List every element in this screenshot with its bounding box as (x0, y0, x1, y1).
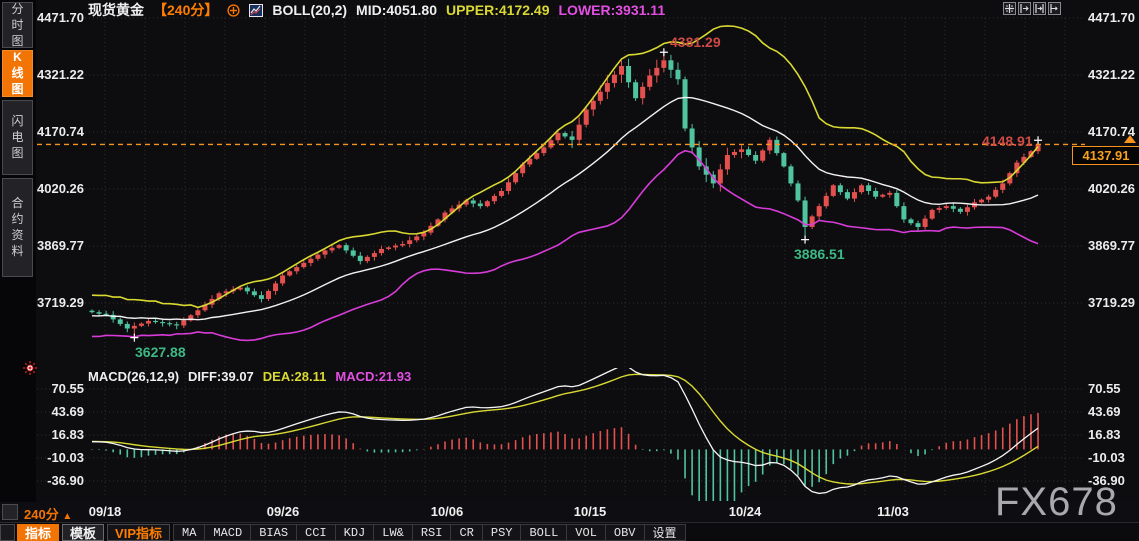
chart-header: 现货黄金 【240分】 BOLL(20,2) MID:4051.80 UPPER… (88, 1, 665, 19)
macd-diff-value: DIFF:39.07 (188, 369, 254, 384)
sidebar-tab-char: 时 (11, 17, 24, 32)
period-selector-label: 240分 (24, 507, 59, 522)
boll-label: BOLL(20,2) (272, 2, 348, 18)
toolbar-button-VOL[interactable]: VOL (567, 524, 606, 541)
date-tick-label: 10/24 (728, 504, 762, 519)
chart-type-icon[interactable] (249, 3, 264, 17)
macd-axis-label: -10.03 (1088, 450, 1125, 465)
start-low-label: 3627.88 (135, 344, 186, 360)
macd-title: MACD(26,12,9) (88, 369, 180, 384)
swing-low-label: 3886.51 (794, 246, 845, 262)
chart-tool-icons (1003, 2, 1061, 15)
toolbar-button-MACD[interactable]: MACD (205, 524, 252, 541)
crosshair-icon[interactable] (1003, 2, 1016, 15)
price-axis-label: 3869.77 (37, 238, 84, 253)
sidebar-tab-char: 图 (11, 82, 24, 96)
sidebar-tab-char: 线 (11, 66, 24, 80)
toolbar-button-OBV[interactable]: OBV (605, 524, 645, 541)
macd-dea-value: DEA:28.11 (262, 369, 327, 384)
toolbar-button-指标[interactable]: 指标 (17, 524, 60, 541)
toolbar-button-blank[interactable] (0, 524, 15, 541)
date-tick-label: 10/15 (573, 504, 607, 519)
macd-axis-label: -36.90 (47, 473, 84, 488)
macd-axis-label: 70.55 (51, 381, 84, 396)
toolbar-button-RSI[interactable]: RSI (412, 524, 452, 541)
time-axis-row: 240分 ▲ 09/18 09/26 10/06 10/15 10/24 11/03 (0, 502, 1139, 522)
toolbar-button-KDJ[interactable]: KDJ (335, 524, 375, 541)
macd-macd-value: MACD:21.93 (335, 369, 412, 384)
toolbar-button-模板[interactable]: 模板 (62, 524, 105, 541)
macd-axis-label: 16.83 (51, 427, 84, 442)
toolbar-button-LW&[interactable]: LW& (374, 524, 413, 541)
sidebar-tab-char: K (13, 50, 22, 64)
axis-shift-icon[interactable] (1048, 2, 1061, 15)
indicator-toolbar: 指标 模板 VIP指标 MA MACD BIAS CCI KDJ LW& RSI CR PSY BOLL… (0, 522, 1139, 541)
sidebar-tab-char: 电 (11, 130, 24, 144)
boll-upper-value: UPPER:4172.49 (445, 2, 550, 18)
price-axis-label: 4471.70 (1088, 10, 1135, 25)
price-axis-label: 4170.74 (37, 124, 84, 139)
toolbar-button-BOLL[interactable]: BOLL (521, 524, 568, 541)
price-axis-label: 4170.74 (1088, 124, 1135, 139)
date-tick-label: 10/06 (430, 504, 464, 519)
toolbar-button-MA[interactable]: MA (173, 524, 206, 541)
price-up-arrow-icon (1124, 135, 1136, 143)
macd-axis-label: 16.83 (1088, 427, 1121, 442)
date-tick-label: 09/18 (88, 504, 122, 519)
price-axis-label: 4020.26 (1088, 181, 1135, 196)
toolbar-button-PSY[interactable]: PSY (482, 524, 522, 541)
sidebar-tab-char: 约 (11, 212, 24, 226)
date-tick-label: 11/03 (877, 504, 909, 519)
price-axis-label: 3719.29 (37, 295, 84, 310)
macd-axis-label: -36.90 (1088, 473, 1125, 488)
axis-compress-icon[interactable] (1018, 2, 1031, 15)
macd-axis-label: 70.55 (1088, 381, 1121, 396)
axis-settings-button[interactable] (2, 504, 18, 520)
sidebar-tab-char: 图 (11, 33, 24, 48)
period-selector-arrow-icon: ▲ (62, 511, 73, 522)
sidebar-tab-0[interactable]: 分时图 (2, 2, 33, 48)
price-axis-label: 4020.26 (37, 181, 84, 196)
macd-header: MACD(26,12,9) DIFF:39.07 DEA:28.11 MACD:… (88, 369, 411, 384)
recent-high-label: 4148.91 (982, 133, 1033, 149)
sidebar-tab-2[interactable]: 闪电图 (2, 100, 33, 175)
sidebar-tab-char: 合 (11, 196, 24, 210)
sidebar-tab-3[interactable]: 合约资料 (2, 178, 33, 277)
sidebar-tab-char: 料 (11, 244, 24, 258)
toolbar-button-设置[interactable]: 设置 (644, 524, 686, 541)
sidebar-tab-char: 资 (11, 228, 24, 242)
axis-expand-icon[interactable] (1033, 2, 1046, 15)
macd-axis-label: 43.69 (1088, 404, 1121, 419)
add-indicator-icon[interactable] (227, 3, 240, 17)
symbol-title: 现货黄金 (88, 2, 144, 18)
price-axis-label: 4471.70 (37, 10, 84, 25)
price-axis-label: 4321.22 (1088, 67, 1135, 82)
toolbar-button-BIAS[interactable]: BIAS (251, 524, 298, 541)
period-selector[interactable]: 240分 ▲ (24, 504, 72, 523)
price-axis-label: 3719.29 (1088, 295, 1135, 310)
peak-high-label: 4381.29 (670, 34, 721, 50)
current-price-tag: 4137.91 (1072, 146, 1139, 165)
alert-indicator-icon (22, 360, 38, 381)
toolbar-button-CR[interactable]: CR (451, 524, 483, 541)
period-badge: 【240分】 (153, 2, 219, 18)
boll-mid-value: MID:4051.80 (356, 2, 437, 18)
toolbar-button-CCI[interactable]: CCI (297, 524, 336, 541)
toolbar-button-VIP指标[interactable]: VIP指标 (107, 524, 170, 541)
price-axis-label: 4321.22 (37, 67, 84, 82)
macd-axis-label: 43.69 (51, 404, 84, 419)
macd-axis-label: -10.03 (47, 450, 84, 465)
boll-lower-value: LOWER:3931.11 (558, 2, 666, 18)
price-axis-label: 3869.77 (1088, 238, 1135, 253)
sidebar-tab-char: 分 (11, 1, 24, 16)
date-tick-label: 09/26 (266, 504, 300, 519)
sidebar-tab-char: 闪 (11, 114, 24, 128)
sidebar-tab-char: 图 (11, 146, 24, 160)
